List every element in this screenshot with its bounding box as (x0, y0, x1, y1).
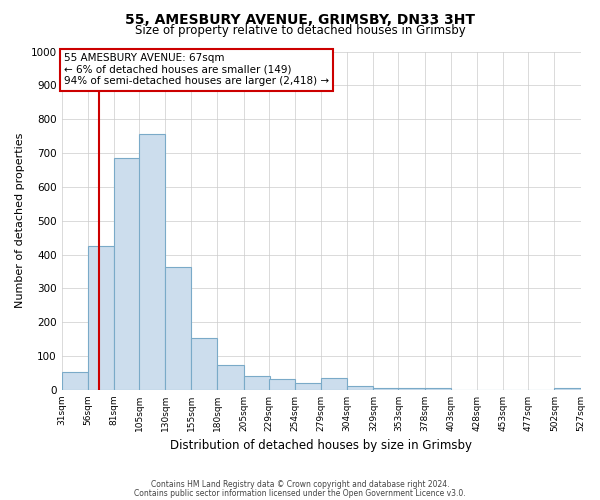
Bar (347, 386, 373, 390)
Bar (295, 383, 321, 390)
Text: 55, AMESBURY AVENUE, GRIMSBY, DN33 3HT: 55, AMESBURY AVENUE, GRIMSBY, DN33 3HT (125, 12, 475, 26)
Bar (425, 388, 451, 390)
Bar (398, 388, 425, 390)
Bar (88, 246, 114, 390)
Bar (165, 267, 191, 390)
Bar (321, 378, 347, 390)
Bar (62, 372, 88, 390)
Text: Contains public sector information licensed under the Open Government Licence v3: Contains public sector information licen… (134, 488, 466, 498)
Y-axis label: Number of detached properties: Number of detached properties (15, 133, 25, 308)
Bar (114, 158, 140, 390)
Bar (244, 376, 270, 390)
Text: Size of property relative to detached houses in Grimsby: Size of property relative to detached ho… (134, 24, 466, 37)
X-axis label: Distribution of detached houses by size in Grimsby: Distribution of detached houses by size … (170, 440, 472, 452)
Bar (139, 134, 165, 390)
Bar (373, 388, 400, 390)
Bar (554, 388, 581, 390)
Bar (191, 338, 217, 390)
Text: Contains HM Land Registry data © Crown copyright and database right 2024.: Contains HM Land Registry data © Crown c… (151, 480, 449, 489)
Bar (269, 379, 295, 390)
Text: 55 AMESBURY AVENUE: 67sqm
← 6% of detached houses are smaller (149)
94% of semi-: 55 AMESBURY AVENUE: 67sqm ← 6% of detach… (64, 53, 329, 86)
Bar (217, 364, 244, 390)
